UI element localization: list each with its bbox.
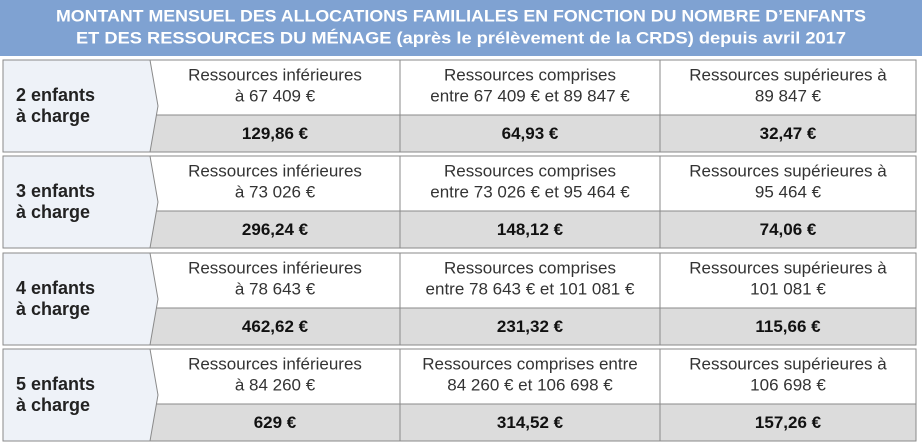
amount-cell bbox=[659, 403, 917, 442]
resource-cell bbox=[149, 155, 401, 212]
resource-cell bbox=[399, 348, 661, 405]
group-label: à charge bbox=[16, 299, 90, 319]
resource-cell bbox=[399, 155, 661, 212]
title-line: ET DES RESSOURCES DU MÉNAGE (après le pr… bbox=[76, 28, 846, 47]
amount-text: 32,47 € bbox=[760, 124, 817, 143]
header-band bbox=[0, 0, 922, 56]
amount-cell bbox=[659, 307, 917, 346]
resource-text: Ressources supérieures à bbox=[689, 354, 887, 373]
amount-cell bbox=[659, 210, 917, 249]
group-label: à charge bbox=[16, 106, 90, 126]
resource-text: entre 73 026 € et 95 464 € bbox=[430, 182, 630, 201]
resource-text: 101 081 € bbox=[750, 279, 826, 298]
group-label: 2 enfants bbox=[16, 85, 95, 105]
label-cell bbox=[2, 348, 159, 442]
resource-cell bbox=[149, 59, 401, 116]
resource-text: 106 698 € bbox=[750, 375, 826, 394]
amount-text: 115,66 € bbox=[755, 317, 821, 336]
resource-text: Ressources inférieures bbox=[188, 354, 362, 373]
group-label: à charge bbox=[16, 202, 90, 222]
amount-cell bbox=[399, 210, 661, 249]
resource-cell bbox=[149, 348, 401, 405]
label-cell bbox=[2, 59, 159, 153]
amount-cell bbox=[149, 403, 401, 442]
resource-text: Ressources comprises entre bbox=[422, 354, 637, 373]
resource-text: Ressources comprises bbox=[444, 161, 616, 180]
resource-text: à 73 026 € bbox=[235, 182, 316, 201]
amount-text: 64,93 € bbox=[502, 124, 559, 143]
amount-text: 157,26 € bbox=[755, 413, 822, 432]
resource-cell bbox=[659, 348, 917, 405]
resource-text: 95 464 € bbox=[755, 182, 822, 201]
resource-cell bbox=[399, 252, 661, 309]
resource-text: Ressources supérieures à bbox=[689, 65, 887, 84]
resource-text: à 67 409 € bbox=[235, 86, 316, 105]
amount-text: 74,06 € bbox=[760, 220, 817, 239]
amount-text: 129,86 € bbox=[242, 124, 309, 143]
group-label: 5 enfants bbox=[16, 374, 95, 394]
amount-cell bbox=[399, 403, 661, 442]
group-label: 4 enfants bbox=[16, 278, 95, 298]
group-label: à charge bbox=[16, 395, 90, 415]
label-cell bbox=[2, 155, 159, 249]
resource-text: entre 67 409 € et 89 847 € bbox=[430, 86, 630, 105]
amount-cell bbox=[399, 114, 661, 153]
amount-text: 148,12 € bbox=[497, 220, 564, 239]
title-line: MONTANT MENSUEL DES ALLOCATIONS FAMILIAL… bbox=[56, 6, 866, 25]
resource-text: Ressources comprises bbox=[444, 258, 616, 277]
resource-text: à 84 260 € bbox=[235, 375, 316, 394]
resource-text: 84 260 € et 106 698 € bbox=[447, 375, 613, 394]
amount-text: 629 € bbox=[254, 413, 297, 432]
resource-text: Ressources comprises bbox=[444, 65, 616, 84]
resource-cell bbox=[149, 252, 401, 309]
resource-text: Ressources supérieures à bbox=[689, 258, 887, 277]
resource-text: 89 847 € bbox=[755, 86, 822, 105]
amount-cell bbox=[659, 114, 917, 153]
resource-text: Ressources inférieures bbox=[188, 65, 362, 84]
resource-text: Ressources supérieures à bbox=[689, 161, 887, 180]
resource-cell bbox=[659, 155, 917, 212]
group-label: 3 enfants bbox=[16, 181, 95, 201]
amount-text: 231,32 € bbox=[497, 317, 564, 336]
resource-text: entre 78 643 € et 101 081 € bbox=[426, 279, 635, 298]
resource-text: Ressources inférieures bbox=[188, 258, 362, 277]
resource-text: Ressources inférieures bbox=[188, 161, 362, 180]
amount-cell bbox=[149, 210, 401, 249]
amount-text: 462,62 € bbox=[242, 317, 309, 336]
amount-cell bbox=[149, 114, 401, 153]
amount-text: 296,24 € bbox=[242, 220, 309, 239]
amount-text: 314,52 € bbox=[497, 413, 564, 432]
resource-cell bbox=[399, 59, 661, 116]
label-cell bbox=[2, 252, 159, 346]
resource-text: à 78 643 € bbox=[235, 279, 316, 298]
resource-cell bbox=[659, 252, 917, 309]
